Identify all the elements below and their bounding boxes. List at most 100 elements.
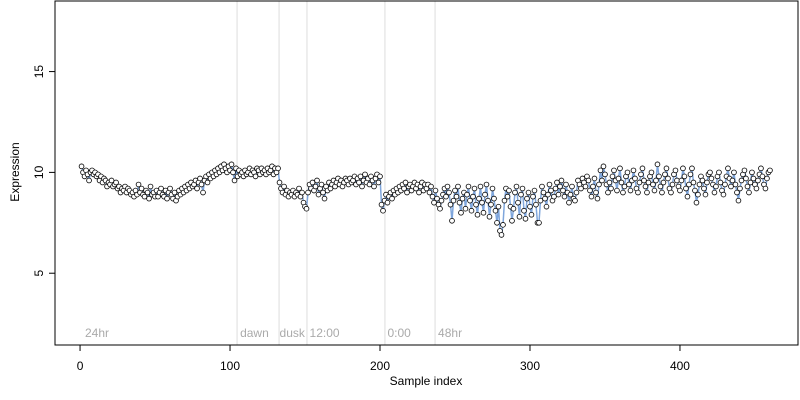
- point: [296, 185, 302, 192]
- point: [662, 171, 668, 178]
- point: [515, 199, 521, 206]
- point: [660, 179, 667, 186]
- point: [465, 183, 472, 190]
- point: [711, 189, 718, 196]
- point: [228, 161, 235, 168]
- point: [467, 197, 473, 204]
- annotation: 12:00: [310, 326, 340, 340]
- point: [591, 175, 598, 182]
- point: [527, 203, 533, 210]
- point: [753, 185, 760, 192]
- point: [665, 175, 671, 182]
- point: [504, 193, 511, 200]
- point: [450, 197, 457, 204]
- point: [488, 201, 494, 208]
- point: [644, 189, 650, 196]
- y-tick-label: 5: [32, 270, 46, 277]
- point: [728, 183, 734, 190]
- point: [648, 169, 655, 176]
- point: [755, 177, 761, 184]
- point: [566, 199, 572, 206]
- point: [444, 183, 451, 190]
- point: [672, 167, 679, 174]
- annotation: dusk: [280, 326, 306, 340]
- point: [651, 187, 658, 194]
- point: [533, 201, 539, 208]
- point: [746, 189, 752, 196]
- point: [449, 217, 455, 224]
- point: [135, 181, 142, 188]
- point: [486, 213, 493, 220]
- annotation: 0:00: [388, 326, 412, 340]
- point: [582, 183, 589, 190]
- point: [572, 197, 578, 204]
- point: [378, 201, 385, 208]
- point: [357, 173, 364, 180]
- point: [585, 177, 592, 184]
- point: [659, 189, 665, 196]
- point: [447, 201, 454, 208]
- point: [198, 181, 205, 188]
- point: [683, 185, 689, 192]
- point: [438, 197, 445, 204]
- point: [462, 205, 469, 212]
- point: [687, 171, 694, 178]
- point: [701, 185, 707, 192]
- point: [528, 211, 535, 218]
- point: [147, 183, 154, 190]
- point: [558, 177, 565, 184]
- annotation: 48hr: [438, 326, 462, 340]
- point: [426, 189, 433, 196]
- point: [458, 209, 464, 216]
- x-tick-label: 400: [670, 359, 690, 373]
- point: [606, 179, 613, 186]
- point: [642, 183, 649, 190]
- point: [276, 179, 283, 186]
- point: [690, 179, 697, 186]
- point: [492, 207, 499, 214]
- point: [314, 177, 320, 184]
- point: [635, 189, 641, 196]
- point: [401, 185, 407, 192]
- point: [518, 191, 524, 198]
- point: [366, 181, 373, 188]
- point: [614, 187, 620, 194]
- point: [315, 191, 322, 198]
- point: [608, 185, 614, 192]
- point: [693, 199, 700, 206]
- point: [312, 183, 319, 190]
- y-axis-label: Expression: [8, 142, 22, 201]
- point: [452, 187, 458, 194]
- point: [252, 173, 259, 180]
- point: [639, 165, 646, 172]
- point: [513, 183, 520, 190]
- point: [164, 195, 170, 202]
- point: [108, 177, 115, 184]
- point: [759, 173, 766, 180]
- point: [602, 171, 608, 178]
- point: [456, 199, 463, 206]
- point: [650, 181, 656, 188]
- point: [470, 193, 476, 200]
- point: [677, 187, 683, 194]
- point: [554, 179, 560, 186]
- point: [593, 189, 599, 196]
- x-tick-label: 100: [220, 359, 240, 373]
- point: [512, 189, 518, 196]
- point: [509, 217, 515, 224]
- point: [437, 205, 443, 212]
- point: [443, 193, 449, 200]
- point: [681, 173, 688, 180]
- point: [590, 183, 596, 190]
- point: [204, 179, 211, 186]
- point: [626, 181, 632, 188]
- point: [459, 195, 466, 202]
- point: [510, 205, 517, 212]
- point: [200, 189, 206, 196]
- point: [597, 167, 604, 174]
- point: [680, 165, 686, 172]
- point: [588, 193, 595, 200]
- y-tick-label: 15: [32, 65, 46, 79]
- point: [404, 189, 410, 196]
- point: [702, 191, 709, 198]
